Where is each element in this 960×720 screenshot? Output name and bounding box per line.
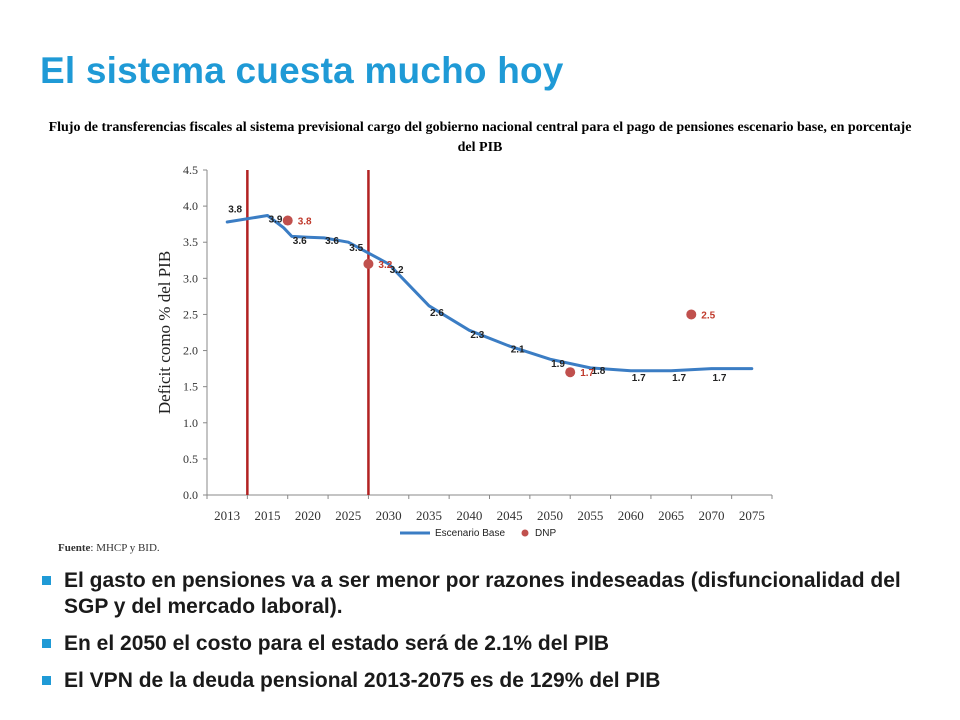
legend-label: Escenario Base [435, 528, 505, 539]
y-tick-label: 0.0 [183, 488, 198, 502]
bullet-text: En el 2050 el costo para el estado será … [64, 632, 610, 655]
line-chart: 0.0 0.5 1.0 1.5 2.0 2.5 3.0 3.5 4.0 4.5 2013 2015 20… [155, 163, 773, 539]
x-tick-label: 2020 [295, 508, 321, 523]
y-tick-label: 2.5 [183, 307, 198, 321]
bullet-item: En el 2050 el costo para el estado será … [40, 631, 940, 657]
x-tick-label: 2050 [537, 508, 563, 523]
source-text: : MHCP y BID. [90, 542, 160, 554]
data-label: 1.9 [551, 359, 565, 370]
x-tick-label: 2055 [577, 508, 603, 523]
data-label: 3.2 [390, 265, 404, 276]
square-bullet-icon [42, 576, 51, 585]
y-tick-label: 0.5 [183, 452, 198, 466]
y-tick-label: 4.5 [183, 163, 198, 177]
legend-label: DNP [535, 528, 556, 539]
bullet-item: El VPN de la deuda pensional 2013-2075 e… [40, 668, 940, 694]
data-label: 3.9 [269, 214, 283, 225]
data-label: 1.8 [591, 366, 605, 377]
x-tick-label: 2035 [416, 508, 442, 523]
x-tick-label: 2065 [658, 508, 684, 523]
y-tick-label: 2.0 [183, 344, 198, 358]
y-tick-label: 3.0 [183, 271, 198, 285]
y-axis-title: Deficit como % del PIB [155, 251, 174, 414]
series-line-escenario-base [225, 214, 754, 373]
square-bullet-icon [42, 676, 51, 685]
square-bullet-icon [42, 639, 51, 648]
data-label: 3.6 [293, 236, 307, 247]
slide-title: El sistema cuesta mucho hoy [40, 50, 564, 91]
x-tick-label: 2045 [497, 508, 523, 523]
x-tick-label: 2025 [335, 508, 361, 523]
bullet-text: El gasto en pensiones va a ser menor por… [64, 569, 901, 618]
x-tick-label: 2075 [739, 508, 765, 523]
data-label: 3.5 [349, 243, 363, 254]
dnp-data-label: 2.5 [701, 310, 715, 321]
data-label: 2.6 [430, 308, 444, 319]
dnp-point [686, 309, 697, 320]
x-tick-label: 2013 [214, 508, 240, 523]
source-label: Fuente [58, 542, 91, 554]
y-tick-label: 3.5 [183, 235, 198, 249]
data-label: 1.7 [713, 373, 727, 384]
x-tick-label: 2015 [255, 508, 281, 523]
bullet-item: El gasto en pensiones va a ser menor por… [40, 568, 940, 620]
y-tick-label: 1.5 [183, 380, 198, 394]
bullet-list: El gasto en pensiones va a ser menor por… [40, 568, 940, 705]
source-note: Fuente: MHCP y BID. [58, 542, 160, 554]
data-label: 1.7 [672, 373, 686, 384]
x-tick-label: 2040 [456, 508, 482, 523]
data-label: 2.1 [511, 344, 525, 355]
dnp-data-label: 3.2 [378, 260, 392, 271]
dnp-point [565, 367, 576, 378]
legend-dot-swatch [521, 529, 529, 537]
dnp-point [363, 258, 374, 269]
data-label: 3.8 [228, 205, 242, 216]
dnp-data-label: 3.8 [298, 217, 312, 228]
dnp-data-label: 1.7 [580, 368, 594, 379]
x-tick-label: 2030 [376, 508, 402, 523]
data-label: 2.3 [470, 330, 484, 341]
y-tick-label: 1.0 [183, 416, 198, 430]
x-tick-label: 2060 [618, 508, 644, 523]
data-label: 1.7 [632, 373, 646, 384]
y-tick-label: 4.0 [183, 199, 198, 213]
dnp-point [282, 215, 293, 226]
bullet-text: El VPN de la deuda pensional 2013-2075 e… [64, 669, 661, 692]
x-tick-label: 2070 [698, 508, 724, 523]
data-label: 3.6 [325, 236, 339, 247]
chart-title: Flujo de transferencias fiscales al sist… [48, 120, 912, 154]
